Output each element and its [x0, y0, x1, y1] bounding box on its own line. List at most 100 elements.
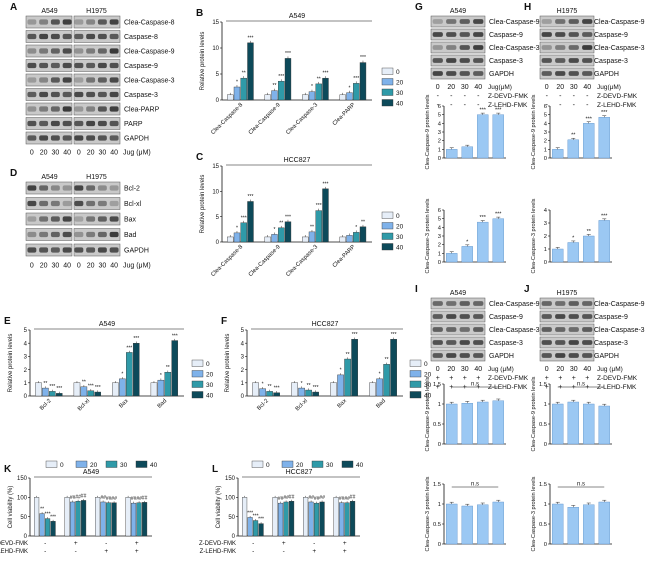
blot-band: [555, 19, 566, 24]
bar-Clea-Caspase-9-40: [284, 221, 292, 243]
treat-sign: -: [252, 548, 254, 555]
blot-panel-h: H H1975 Clea-Caspase-9 Caspase-9 Clea-Caspas…: [524, 2, 645, 109]
blot-strip: [430, 15, 486, 28]
legend-label: 0: [424, 361, 428, 368]
blot-dose-label: 20: [556, 366, 564, 373]
y-axis-label: Relative protein levels: [200, 175, 206, 234]
significance-mark: ***: [247, 510, 253, 516]
y-tick-label: 3: [24, 355, 28, 361]
bar-0: [446, 253, 458, 263]
blot-band: [50, 135, 60, 141]
x-tick-label: Bcl-xl: [295, 398, 309, 412]
significance-mark: *: [340, 368, 342, 374]
bar-g2-0: [64, 497, 70, 537]
blot-band: [568, 353, 579, 358]
blot-protein-label: Clea-Caspase-3: [489, 45, 540, 52]
blot-band: [555, 327, 566, 332]
bar-Clea-Caspase-8-40: [247, 201, 254, 243]
blot-band: [555, 301, 566, 306]
treat-sign: +: [476, 375, 480, 382]
blot-band: [39, 200, 49, 207]
blot-band: [568, 58, 579, 63]
y-tick-label: 1: [544, 247, 547, 253]
bar-Bad-30: [383, 364, 390, 397]
y-tick-label: 5: [544, 113, 547, 119]
significance-mark: **: [587, 229, 592, 235]
significance-mark: ##: [350, 494, 356, 500]
blot-protein-label: GAPDH: [594, 71, 619, 78]
blot-strip: [539, 310, 595, 323]
treat-label: Z-LEHD-FMK: [597, 384, 637, 391]
blot-unit-label: Jug(μM): [488, 84, 512, 91]
bar-Clea-Caspase-8-40: [247, 42, 254, 101]
bar-g4-30: [344, 502, 350, 537]
blot-band: [446, 32, 457, 37]
y-tick-label: 3: [544, 221, 547, 227]
bar-Bcl-xl-20: [80, 386, 88, 397]
bar-20: [461, 505, 473, 545]
blot-band: [50, 19, 60, 25]
y-tick-label: 1: [544, 402, 547, 408]
bar-Clea-Caspase-8-20: [233, 86, 241, 101]
blot-band: [27, 19, 37, 25]
treat-sign: -: [252, 540, 254, 547]
treat-label: Z-LEHD-FMK: [597, 102, 637, 109]
blot-band: [39, 185, 49, 191]
blot-band: [50, 231, 60, 238]
bar-40: [598, 501, 610, 545]
bar-g4-30: [136, 502, 142, 537]
treat-sign: +: [585, 384, 589, 391]
blot-band: [459, 353, 470, 358]
sig-label: n.s: [471, 382, 479, 388]
panel-letter-b: B: [196, 8, 203, 19]
blot-strip: [539, 28, 595, 41]
significance-mark: ***: [313, 385, 319, 391]
legend-swatch: [381, 222, 394, 230]
blot-band: [97, 200, 107, 207]
blot-band: [109, 231, 119, 238]
legend-label: 0: [396, 213, 400, 220]
blot-cell-label: H1975: [86, 174, 107, 181]
treat-label: Z-DEVD-FMK: [488, 375, 529, 382]
blot-strip: [73, 15, 121, 29]
panel-letter-a: A: [10, 2, 17, 13]
bar-Bad-0: [369, 382, 376, 397]
blot-dose-label: 30: [98, 263, 106, 270]
blot-band: [432, 314, 443, 319]
blot-band: [109, 216, 119, 222]
blot-dose-label: 30: [461, 84, 469, 91]
bar-0: [446, 403, 458, 445]
y-tick-label: 3: [544, 130, 547, 136]
treat-sign: -: [546, 102, 549, 109]
y-axis-label: Relative protein levels: [8, 334, 14, 393]
treat-sign: +: [585, 375, 589, 382]
blot-band: [555, 71, 566, 76]
blot-band: [62, 33, 72, 40]
blot-band: [50, 62, 60, 69]
treat-sign: +: [463, 384, 467, 391]
legend-swatch: [191, 391, 204, 399]
blot-band: [86, 216, 96, 222]
legend-label: 40: [424, 393, 432, 400]
blot-band: [446, 340, 457, 345]
bar-g1-40: [50, 521, 56, 537]
blot-strip: [539, 323, 595, 336]
legend-swatch: [311, 460, 324, 468]
x-tick-label: Clea-Caspase-9: [248, 244, 282, 278]
blot-band: [459, 32, 470, 37]
significance-mark: ##: [289, 494, 295, 500]
y-axis-label: Clea-Caspase-9 protein levels: [531, 94, 537, 169]
blot-cell-label: H1975: [557, 8, 578, 15]
blot-band: [27, 231, 37, 238]
blot-band: [568, 19, 579, 24]
treat-sign: -: [586, 102, 589, 109]
y-axis-label: Relative protein levels: [200, 32, 206, 91]
significance-mark: **: [307, 383, 311, 389]
bar-Clea-PARP-30: [353, 83, 360, 101]
bar-40: [598, 117, 610, 159]
blot-dose-label: 40: [583, 84, 591, 91]
blot-protein-label: Caspase-9: [594, 314, 628, 321]
